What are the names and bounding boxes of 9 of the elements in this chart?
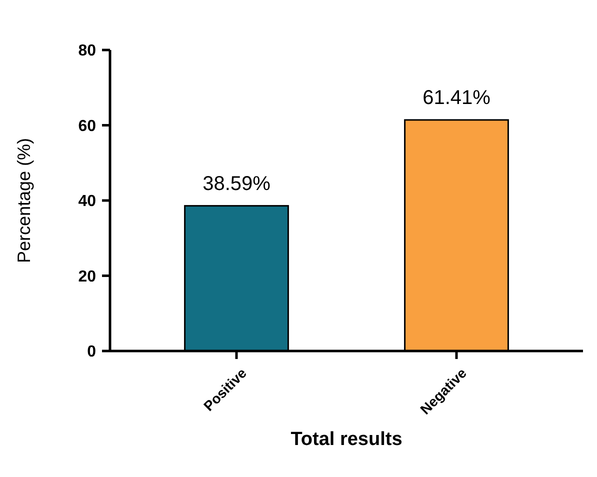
y-tick-label: 0 <box>87 344 96 361</box>
y-axis-title: Percentage (%) <box>14 138 34 264</box>
data-label: 61.41% <box>422 86 491 109</box>
data-label: 38.59% <box>202 172 271 195</box>
y-tick-label: 20 <box>78 268 96 286</box>
y-tick-label: 60 <box>78 118 96 135</box>
y-tick-label: 80 <box>78 42 96 60</box>
x-axis-title: Total results <box>290 429 402 450</box>
y-tick-label: 40 <box>78 193 96 210</box>
